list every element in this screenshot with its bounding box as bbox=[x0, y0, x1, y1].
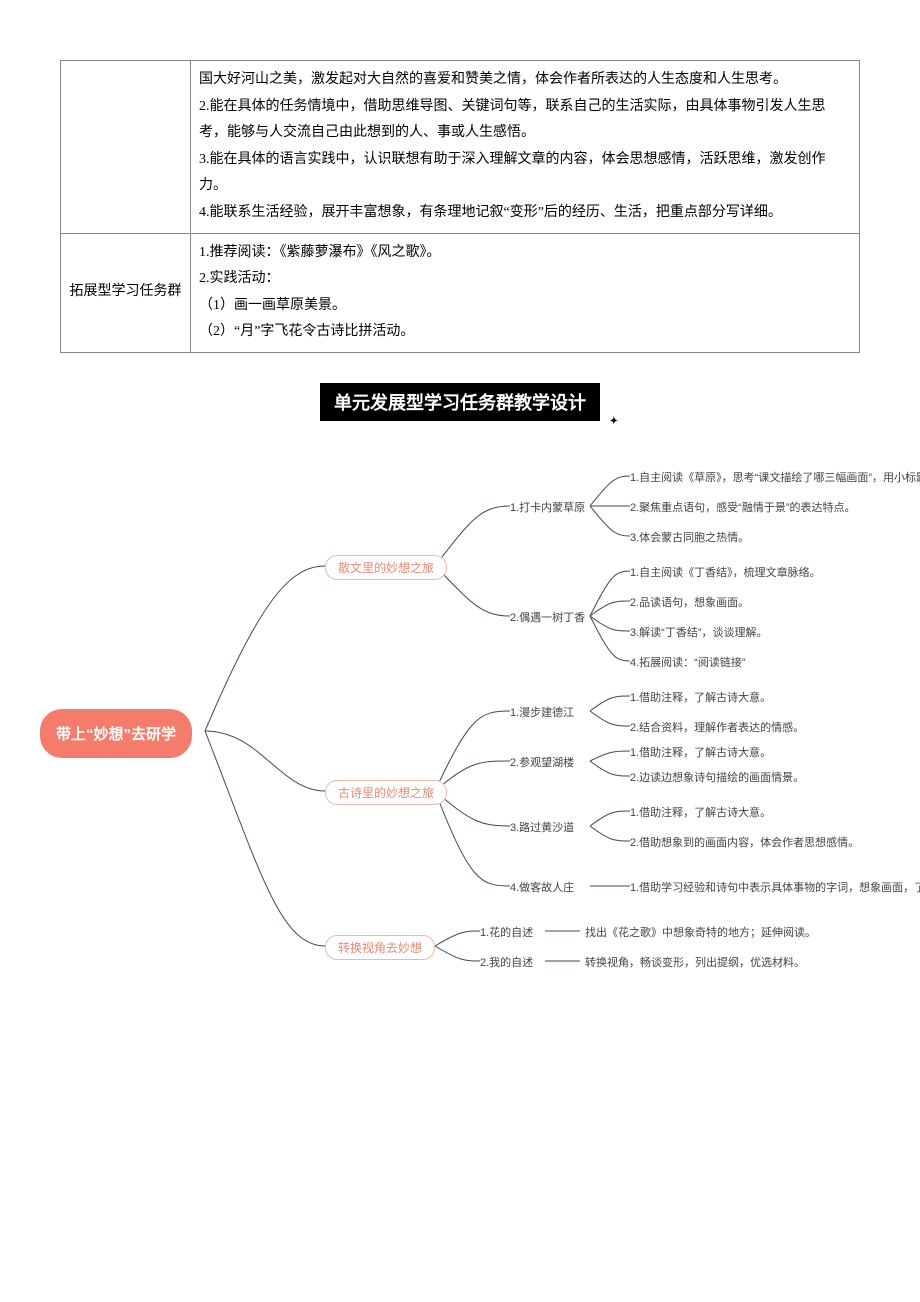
para: （1）画一画草原美景。 bbox=[199, 293, 851, 320]
mindmap-branch: 转换视角去妙想 bbox=[325, 935, 435, 960]
spark-icon: ✦ bbox=[608, 387, 620, 404]
mindmap-branch: 古诗里的妙想之旅 bbox=[325, 780, 447, 805]
mindmap-leaf: 转换视角，畅谈变形，列出提纲，优选材料。 bbox=[585, 954, 805, 970]
mindmap-node: 1.花的自述 bbox=[480, 924, 533, 940]
mindmap-leaf: 1.借助注释，了解古诗大意。 bbox=[630, 689, 771, 705]
mindmap-node: 4.做客故人庄 bbox=[510, 879, 574, 895]
para: 4.能联系生活经验，展开丰富想象，有条理地记叙“变形”后的经历、生活，把重点部分… bbox=[199, 200, 851, 227]
mindmap-leaf: 2.聚焦重点语句，感受“融情于景”的表达特点。 bbox=[630, 499, 856, 515]
para: 2.能在具体的任务情境中，借助思维导图、关键词句等，联系自己的生活实际，由具体事… bbox=[199, 94, 851, 147]
para: 3.能在具体的语言实践中，认识联想有助于深入理解文章的内容，体会思想感情，活跃思… bbox=[199, 147, 851, 200]
para: 1.推荐阅读：《紫藤萝瀑布》《风之歌》。 bbox=[199, 240, 851, 267]
mindmap-leaf: 2.品读语句，想象画面。 bbox=[630, 594, 749, 610]
mindmap-node: 2.我的自述 bbox=[480, 954, 533, 970]
mindmap-branch: 散文里的妙想之旅 bbox=[325, 555, 447, 580]
mindmap-node: 2.偶遇一树丁香 bbox=[510, 609, 585, 625]
section-banner-wrap: 单元发展型学习任务群教学设计 ✦ ✦ bbox=[60, 383, 860, 421]
row1-label-cell bbox=[61, 61, 191, 234]
spark-icon: ✦ bbox=[610, 416, 618, 427]
mindmap-leaf: 4.拓展阅读：“阅读链接” bbox=[630, 654, 746, 670]
mindmap-node: 1.打卡内蒙草原 bbox=[510, 499, 585, 515]
row2-label-cell: 拓展型学习任务群 bbox=[61, 233, 191, 352]
mindmap-leaf: 1.借助注释，了解古诗大意。 bbox=[630, 744, 771, 760]
para: 2.实践活动： bbox=[199, 266, 851, 293]
mindmap-leaf: 2.结合资料，理解作者表达的情感。 bbox=[630, 719, 804, 735]
table-row: 拓展型学习任务群 1.推荐阅读：《紫藤萝瀑布》《风之歌》。 2.实践活动： （1… bbox=[61, 233, 860, 352]
mindmap-leaf: 1.自主阅读《丁香结》，梳理文章脉络。 bbox=[630, 564, 821, 580]
mindmap: 带上“妙想”去研学 散文里的妙想之旅 古诗里的妙想之旅 转换视角去妙想 1.打卡… bbox=[20, 451, 920, 1011]
row1-content-cell: 国大好河山之美，激发起对大自然的喜爱和赞美之情，体会作者所表达的人生态度和人生思… bbox=[191, 61, 860, 234]
mindmap-leaf: 2.边读边想象诗句描绘的画面情景。 bbox=[630, 769, 804, 785]
task-table: 国大好河山之美，激发起对大自然的喜爱和赞美之情，体会作者所表达的人生态度和人生思… bbox=[60, 60, 860, 353]
para: （2）“月”字飞花令古诗比拼活动。 bbox=[199, 319, 851, 346]
mindmap-node: 1.漫步建德江 bbox=[510, 704, 574, 720]
mindmap-leaf: 1.借助注释，了解古诗大意。 bbox=[630, 804, 771, 820]
mindmap-leaf: 2.借助想象到的画面内容，体会作者思想感情。 bbox=[630, 834, 859, 850]
mindmap-node: 2.参观望湖楼 bbox=[510, 754, 574, 770]
mindmap-leaf: 1.借助学习经验和诗句中表示具体事物的字词，想象画面，了解大意。 bbox=[630, 879, 920, 895]
table-row: 国大好河山之美，激发起对大自然的喜爱和赞美之情，体会作者所表达的人生态度和人生思… bbox=[61, 61, 860, 234]
banner-text: 单元发展型学习任务群教学设计 bbox=[334, 393, 586, 413]
mindmap-root: 带上“妙想”去研学 bbox=[40, 709, 192, 758]
mindmap-leaf: 3.解读“丁香结”，谈谈理解。 bbox=[630, 624, 768, 640]
mindmap-node: 3.路过黄沙道 bbox=[510, 819, 574, 835]
mindmap-leaf: 1.自主阅读《草原》，思考“课文描绘了哪三幅画面”，用小标题概括。 bbox=[630, 469, 920, 485]
row2-content-cell: 1.推荐阅读：《紫藤萝瀑布》《风之歌》。 2.实践活动： （1）画一画草原美景。… bbox=[191, 233, 860, 352]
section-banner: 单元发展型学习任务群教学设计 ✦ ✦ bbox=[320, 383, 600, 421]
para: 国大好河山之美，激发起对大自然的喜爱和赞美之情，体会作者所表达的人生态度和人生思… bbox=[199, 67, 851, 94]
mindmap-leaf: 找出《花之歌》中想象奇特的地方；延伸阅读。 bbox=[585, 924, 816, 940]
mindmap-leaf: 3.体会蒙古同胞之热情。 bbox=[630, 529, 749, 545]
